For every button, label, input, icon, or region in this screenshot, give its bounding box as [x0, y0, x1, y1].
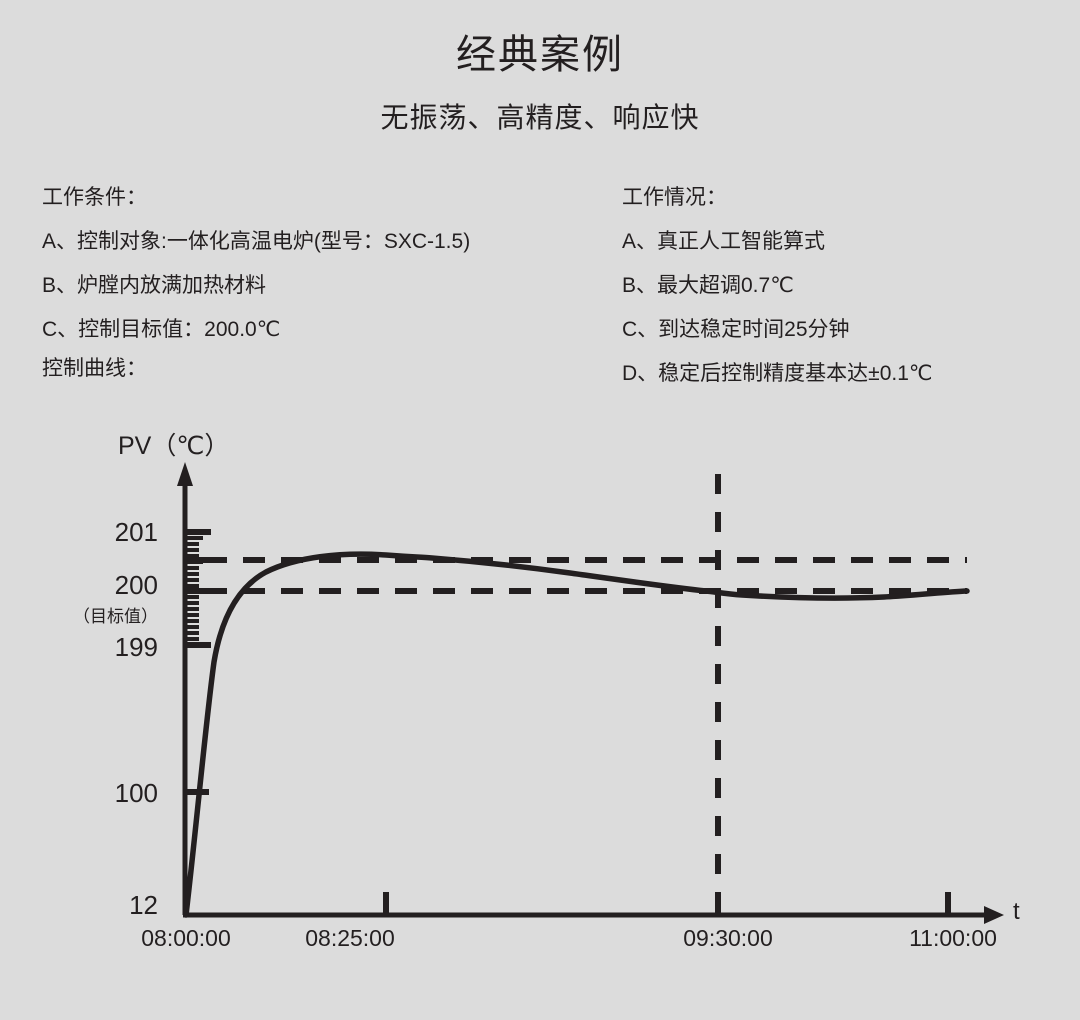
working-status-block: 工作情况： A、真正人工智能算式 B、最大超调0.7℃ C、到达稳定时间25分钟…	[622, 176, 932, 396]
control-curve-label: 控制曲线：	[42, 357, 147, 380]
y-axis	[177, 462, 193, 915]
page-title: 经典案例	[456, 33, 624, 77]
y-tick-label-201: 201	[114, 517, 158, 547]
y-tick-label-12: 12	[129, 890, 158, 920]
working-status-item-b: B、最大超调0.7℃	[622, 274, 794, 297]
working-conditions-block: 工作条件： A、控制对象:一体化高温电炉(型号：SXC-1.5) B、炉膛内放满…	[42, 176, 470, 352]
working-conditions-item-a: A、控制对象:一体化高温电炉(型号：SXC-1.5)	[42, 230, 471, 253]
y-axis-minor-ticks	[185, 536, 203, 641]
working-status-item-d: D、稳定后控制精度基本达±0.1℃	[622, 362, 933, 385]
x-tick-label-0825: 08:25:00	[305, 925, 395, 951]
y-tick-label-200: 200	[114, 570, 158, 600]
x-tick-label-1100: 11:00:00	[909, 925, 997, 951]
x-axis-title: t	[1013, 898, 1020, 925]
x-axis-ticks	[383, 892, 951, 915]
x-axis	[183, 906, 1004, 924]
working-conditions-heading: 工作条件：	[42, 186, 147, 209]
y-tick-label-100: 100	[114, 778, 158, 808]
y-tick-label-199: 199	[114, 632, 158, 662]
y-axis-title: PV（℃）	[118, 432, 230, 460]
working-status-heading: 工作情况：	[622, 186, 727, 209]
chart-canvas	[177, 462, 1004, 924]
x-tick-label-0800: 08:00:00	[141, 925, 231, 951]
y-axis-major-ticks	[185, 529, 211, 795]
page-subtitle: 无振荡、高精度、响应快	[380, 102, 700, 133]
pv-response-curve	[183, 551, 970, 918]
working-conditions-item-c: C、控制目标值：200.0℃	[42, 318, 281, 341]
x-tick-label-0930: 09:30:00	[683, 925, 773, 951]
y-tick-label-setpoint-note: （目标值）	[73, 607, 158, 626]
working-status-item-c: C、到达稳定时间25分钟	[622, 318, 850, 341]
control-curve-chart: PV（℃） t 201 200 （目标值） 199 100 12 08:00:0…	[0, 400, 1080, 1020]
working-conditions-item-b: B、炉膛内放满加热材料	[42, 274, 267, 297]
working-status-item-a: A、真正人工智能算式	[622, 230, 826, 253]
